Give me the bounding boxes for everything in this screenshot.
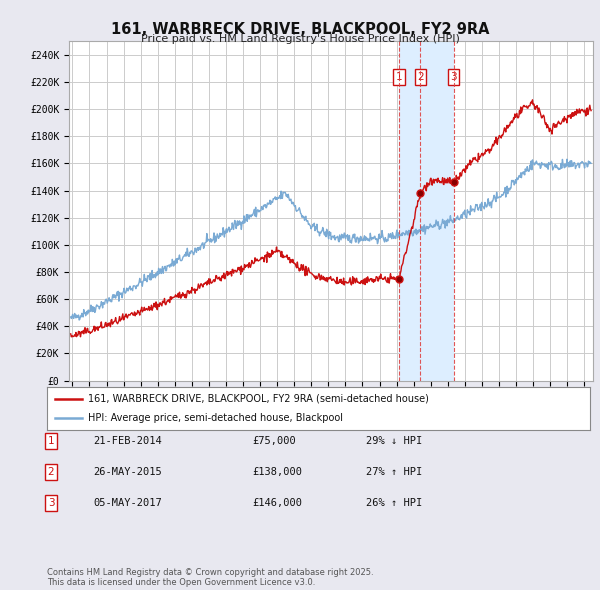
Text: 1: 1 xyxy=(395,72,402,82)
Text: HPI: Average price, semi-detached house, Blackpool: HPI: Average price, semi-detached house,… xyxy=(88,413,343,423)
Text: 27% ↑ HPI: 27% ↑ HPI xyxy=(366,467,422,477)
Text: £138,000: £138,000 xyxy=(252,467,302,477)
Text: 3: 3 xyxy=(450,72,457,82)
Text: 26-MAY-2015: 26-MAY-2015 xyxy=(93,467,162,477)
Text: 3: 3 xyxy=(47,499,55,508)
Text: 26% ↑ HPI: 26% ↑ HPI xyxy=(366,499,422,508)
Text: 2: 2 xyxy=(417,72,424,82)
Text: 1: 1 xyxy=(47,436,55,445)
Text: £146,000: £146,000 xyxy=(252,499,302,508)
Text: £75,000: £75,000 xyxy=(252,436,296,445)
Bar xyxy=(399,41,454,381)
Text: 161, WARBRECK DRIVE, BLACKPOOL, FY2 9RA (semi-detached house): 161, WARBRECK DRIVE, BLACKPOOL, FY2 9RA … xyxy=(88,394,428,404)
Text: 161, WARBRECK DRIVE, BLACKPOOL, FY2 9RA: 161, WARBRECK DRIVE, BLACKPOOL, FY2 9RA xyxy=(111,22,489,37)
Text: 05-MAY-2017: 05-MAY-2017 xyxy=(93,499,162,508)
Text: Contains HM Land Registry data © Crown copyright and database right 2025.
This d: Contains HM Land Registry data © Crown c… xyxy=(47,568,373,587)
Text: 21-FEB-2014: 21-FEB-2014 xyxy=(93,436,162,445)
Text: Price paid vs. HM Land Registry's House Price Index (HPI): Price paid vs. HM Land Registry's House … xyxy=(140,34,460,44)
Text: 29% ↓ HPI: 29% ↓ HPI xyxy=(366,436,422,445)
Text: 2: 2 xyxy=(47,467,55,477)
